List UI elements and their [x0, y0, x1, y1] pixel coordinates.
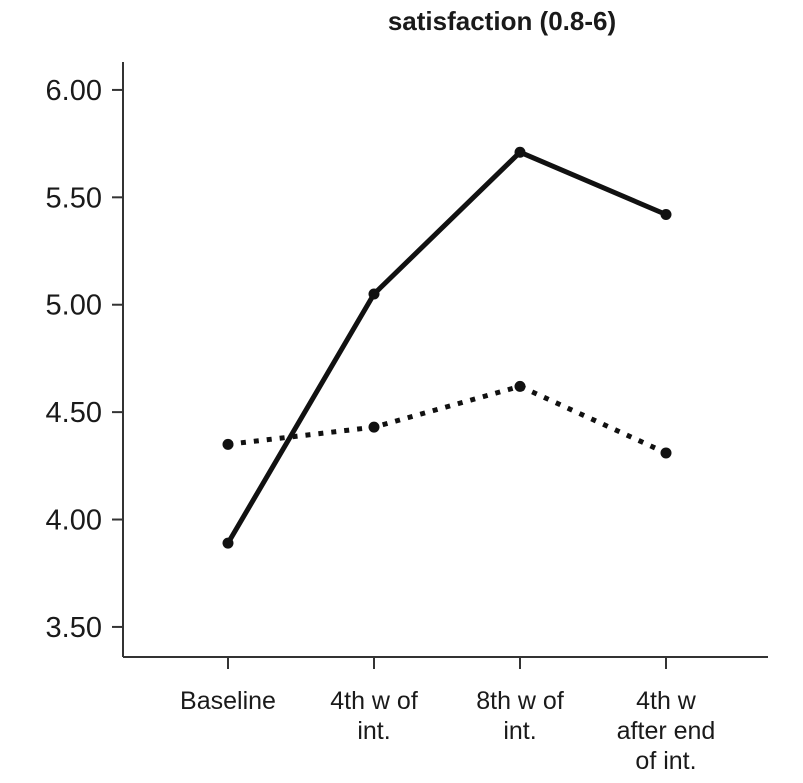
- x-tick-label-line: of int.: [635, 747, 696, 775]
- y-tick-label: 4.50: [46, 397, 102, 429]
- x-tick-label-line: 4th w of: [330, 687, 418, 715]
- series-line-solid: [225, 149, 669, 546]
- x-tick-label-line: 8th w of: [476, 687, 564, 715]
- data-point: [660, 447, 672, 459]
- data-point: [514, 146, 526, 158]
- data-point: [514, 380, 526, 392]
- x-tick-label: 4th w after end of int.: [617, 687, 716, 775]
- data-point: [368, 421, 380, 433]
- data-point: [368, 288, 380, 300]
- x-tick-label: 4th w of int.: [330, 687, 418, 745]
- x-tick-label-line: 4th w: [636, 687, 697, 715]
- x-tick-label: 8th w of int.: [476, 687, 564, 745]
- y-tick-label: 3.50: [46, 612, 102, 644]
- series-line-dotted: [227, 383, 668, 456]
- x-tick-label-line: int.: [357, 717, 390, 745]
- y-tick-label: 6.00: [46, 75, 102, 107]
- y-tick-label: 5.50: [46, 182, 102, 214]
- x-tick-label: Baseline: [180, 687, 276, 715]
- x-tick-label-line: after end: [617, 717, 716, 745]
- chart-title: satisfaction (0.8-6): [388, 6, 616, 36]
- data-point: [222, 438, 234, 450]
- data-point: [660, 209, 672, 221]
- x-tick-label-line: Baseline: [180, 687, 276, 715]
- data-point: [222, 537, 234, 549]
- x-tick-label-line: int.: [503, 717, 536, 745]
- y-tick-label: 4.00: [46, 505, 102, 537]
- y-tick-label: 5.00: [46, 290, 102, 322]
